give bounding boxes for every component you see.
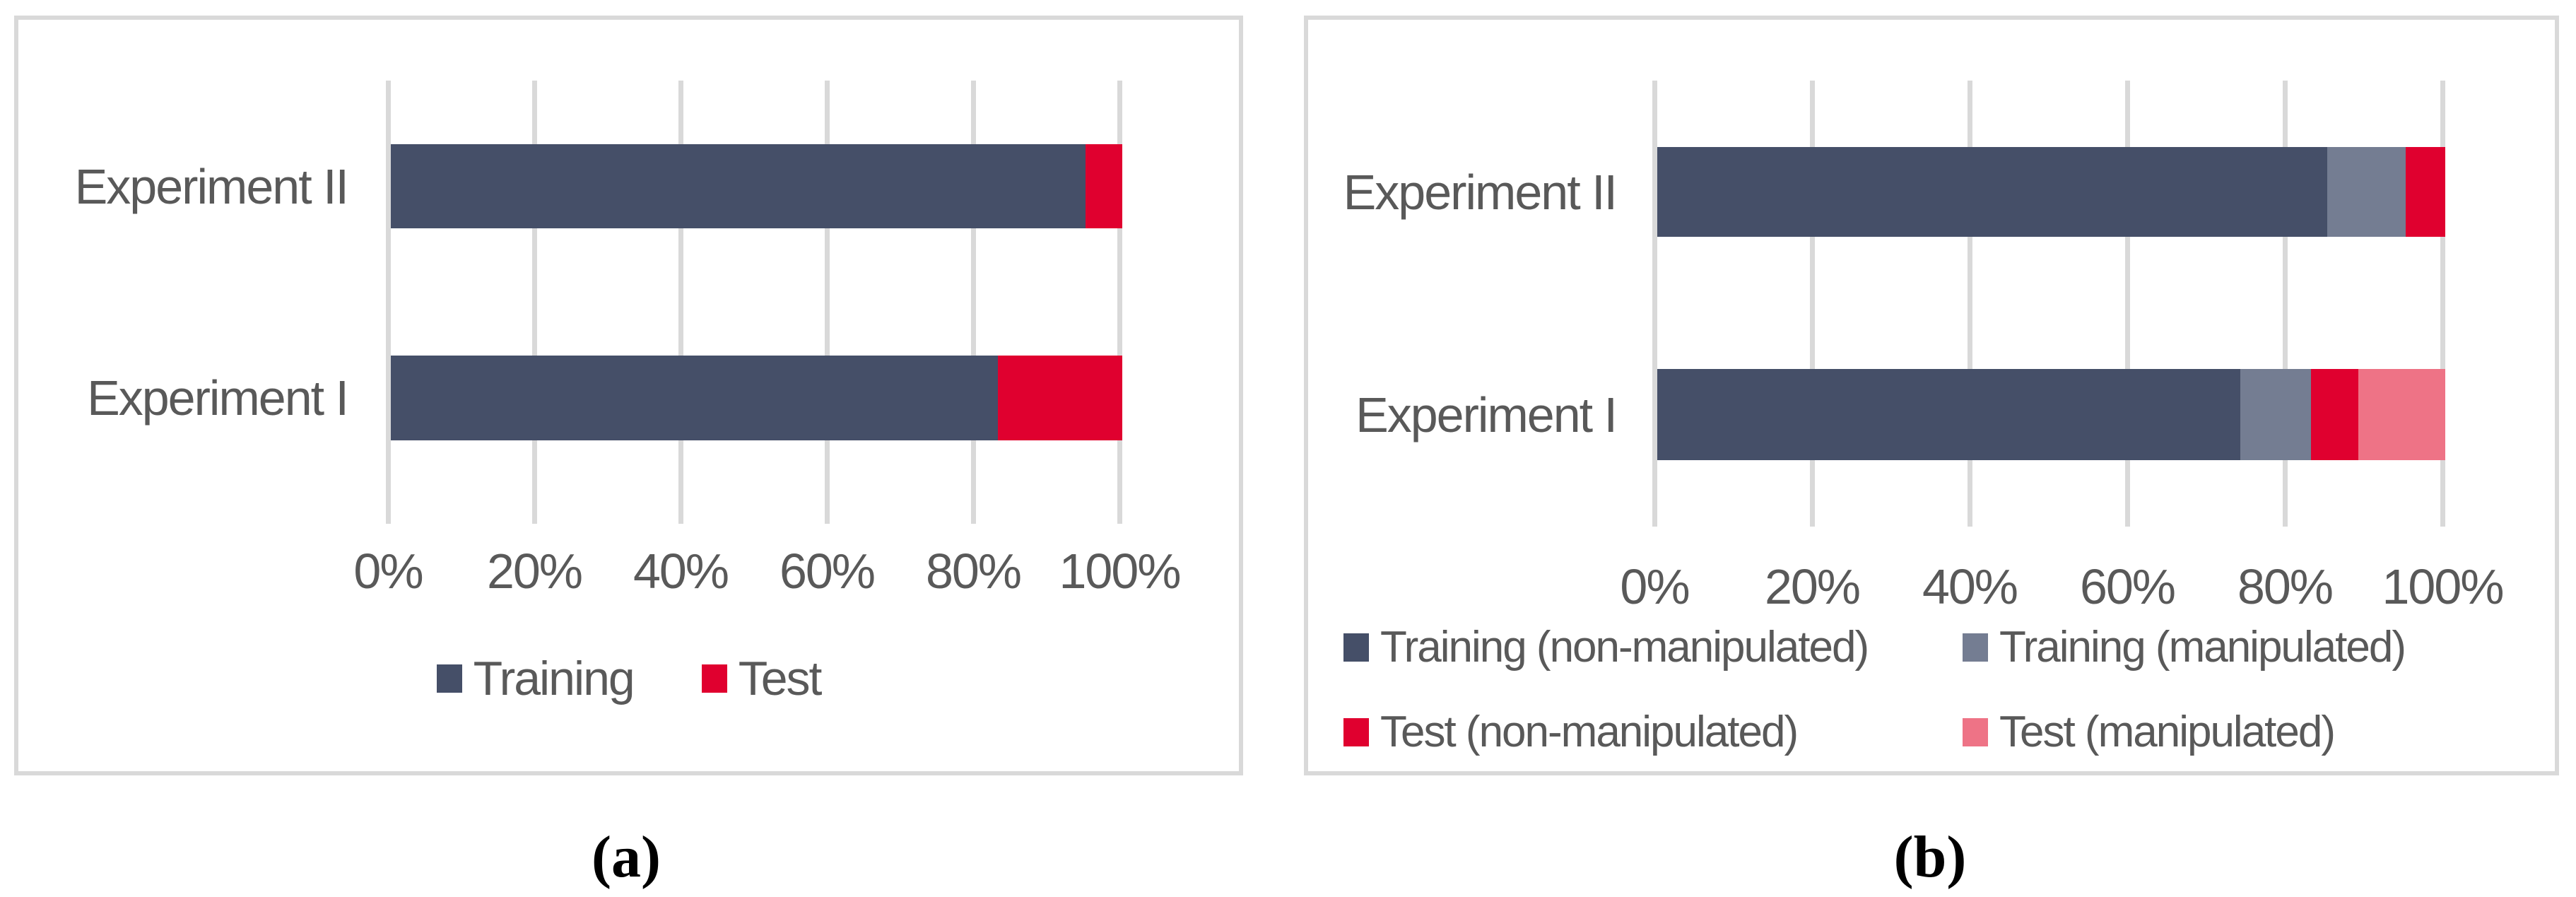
gridline-a-2 — [678, 81, 683, 524]
legend-label-test-manipulated: Test (manipulated) — [1999, 708, 2336, 756]
gridline-b-1 — [1810, 81, 1815, 527]
category-label-experiment-i: Experiment I — [1355, 387, 1618, 442]
legend-item-test-manipulated: Test (manipulated) — [1963, 708, 2336, 756]
legend-item-test: Test — [701, 652, 823, 705]
bar-segment-test — [1086, 144, 1122, 228]
bar-segment-training — [391, 356, 998, 440]
category-label-experiment-ii: Experiment II — [1343, 164, 1618, 220]
x-tick-label-b-1: 20% — [1764, 559, 1861, 614]
gridline-b-4 — [2283, 81, 2288, 527]
x-tick-label-a-2: 40% — [633, 544, 729, 599]
bar-segment-training-manipulated — [2327, 147, 2406, 237]
bar-segment-training-non-manipulated — [1657, 369, 2240, 460]
caption-b: (b) — [1893, 824, 1967, 890]
x-tick-label-b-2: 40% — [1922, 559, 2018, 614]
legend-label-test: Test — [738, 652, 823, 705]
legend-swatch-training-non-manipulated — [1343, 633, 1369, 662]
legend-swatch-training-manipulated — [1963, 633, 1988, 662]
x-tick-label-b-5: 100% — [2382, 559, 2504, 614]
gridline-b-0 — [1652, 81, 1657, 527]
legend-item-training-non-manipulated: Training (non-manipulated) — [1343, 623, 1869, 672]
x-tick-label-a-4: 80% — [925, 544, 1022, 599]
bar-segment-training — [391, 144, 1086, 228]
gridline-a-0 — [386, 81, 391, 524]
caption-a: (a) — [592, 824, 661, 890]
bar-experiment-ii — [391, 144, 1122, 228]
bar-experiment-i — [1657, 369, 2445, 460]
gridline-a-5 — [1117, 81, 1122, 524]
legend-swatch-test — [701, 664, 727, 693]
x-tick-label-b-0: 0% — [1620, 559, 1690, 614]
x-tick-label-a-3: 60% — [779, 544, 876, 599]
x-tick-label-a-5: 100% — [1059, 544, 1181, 599]
legend-swatch-test-manipulated — [1963, 718, 1988, 746]
bar-segment-training-manipulated — [2240, 369, 2311, 460]
legend-swatch-test-non-manipulated — [1343, 718, 1369, 746]
bar-experiment-ii — [1657, 147, 2445, 237]
gridline-a-3 — [825, 81, 830, 524]
gridline-b-5 — [2440, 81, 2445, 527]
legend-label-training: Training — [473, 652, 635, 705]
legend-label-training-non-manipulated: Training (non-manipulated) — [1380, 623, 1869, 672]
bar-segment-training-non-manipulated — [1657, 147, 2327, 237]
legend-item-training-manipulated: Training (manipulated) — [1963, 623, 2406, 672]
legend-label-training-manipulated: Training (manipulated) — [1999, 623, 2406, 672]
bar-experiment-i — [391, 356, 1122, 440]
x-tick-label-a-0: 0% — [353, 544, 423, 599]
bar-segment-test — [998, 356, 1122, 440]
legend-swatch-training — [436, 664, 462, 693]
gridline-a-1 — [532, 81, 537, 524]
category-label-experiment-ii: Experiment II — [74, 158, 349, 214]
bar-segment-test-non-manipulated — [2311, 369, 2358, 460]
gridline-b-2 — [1968, 81, 1972, 527]
legend-item-test-non-manipulated: Test (non-manipulated) — [1343, 708, 1799, 756]
x-tick-label-b-4: 80% — [2237, 559, 2334, 614]
gridline-b-3 — [2125, 81, 2130, 527]
x-tick-label-b-3: 60% — [2079, 559, 2176, 614]
category-label-experiment-i: Experiment I — [87, 370, 349, 426]
legend-a: Training Test — [14, 655, 1243, 703]
gridline-a-4 — [971, 81, 976, 524]
legend-item-training: Training — [436, 652, 635, 705]
bar-segment-test-manipulated — [2358, 369, 2445, 460]
bar-segment-test-non-manipulated — [2406, 147, 2445, 237]
x-tick-label-a-1: 20% — [486, 544, 583, 599]
legend-label-test-non-manipulated: Test (non-manipulated) — [1380, 708, 1799, 756]
